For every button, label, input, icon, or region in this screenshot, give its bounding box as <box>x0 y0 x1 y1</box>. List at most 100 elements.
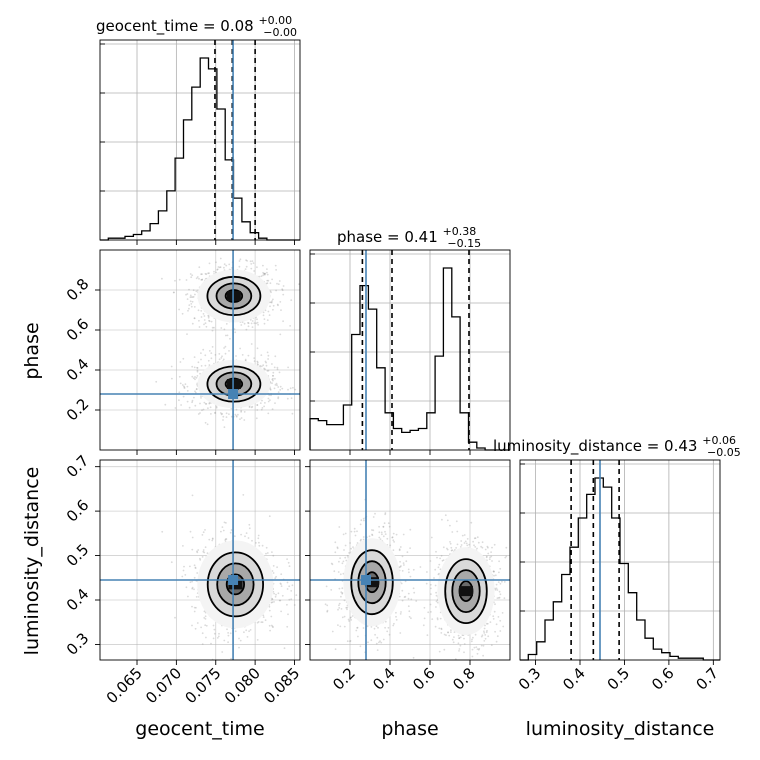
ytick-label-phase: 0.4 <box>63 355 93 385</box>
sample-point <box>256 360 259 363</box>
sample-point <box>412 568 415 571</box>
sample-point <box>256 621 259 624</box>
sample-point <box>271 625 274 628</box>
sample-point <box>392 549 395 552</box>
sample-point <box>161 530 164 533</box>
sample-point <box>326 609 329 612</box>
sample-point <box>256 266 258 269</box>
sample-point <box>277 386 280 388</box>
sample-point <box>223 347 226 349</box>
sample-point <box>450 549 453 552</box>
sample-point <box>266 273 269 276</box>
truth-marker <box>361 575 371 585</box>
sample-point <box>215 261 217 264</box>
sample-point <box>208 262 211 265</box>
sample-point <box>372 529 375 532</box>
sample-point <box>387 522 390 525</box>
sample-point <box>430 587 432 590</box>
sample-point <box>272 554 275 557</box>
sample-point <box>237 660 239 662</box>
sample-point <box>263 405 265 408</box>
histogram-geocent_time <box>100 57 300 241</box>
sample-point <box>384 533 387 535</box>
sample-point <box>487 546 489 549</box>
sample-point <box>273 387 276 390</box>
xtick-label-luminosity_distance: 0.6 <box>648 664 678 694</box>
sample-point <box>179 361 182 363</box>
sample-point <box>202 549 205 551</box>
sample-point <box>267 400 270 403</box>
sample-point <box>198 326 201 328</box>
sample-point <box>178 278 181 281</box>
sample-point <box>377 626 379 629</box>
sample-point <box>341 592 344 594</box>
sample-point <box>409 547 411 549</box>
sample-point <box>392 539 395 542</box>
sample-point <box>393 622 395 625</box>
sample-point <box>208 350 211 352</box>
sample-point <box>188 406 191 409</box>
sample-point <box>295 594 298 596</box>
sample-point <box>201 556 204 558</box>
sample-point <box>455 547 457 549</box>
sample-point <box>241 354 244 356</box>
sample-point <box>265 364 268 367</box>
sample-point <box>248 662 250 664</box>
sample-point <box>482 644 485 647</box>
sample-point <box>186 333 188 335</box>
sample-point <box>251 539 253 542</box>
sample-point <box>263 367 265 370</box>
sample-point <box>275 269 277 271</box>
sample-point <box>211 537 214 540</box>
xlabel-phase: phase <box>381 718 438 740</box>
sample-point <box>436 601 439 604</box>
sample-point <box>387 626 390 629</box>
xtick-label-phase: 0.2 <box>329 664 359 694</box>
sample-point <box>272 374 274 377</box>
sample-point <box>466 538 469 540</box>
sample-point <box>471 638 473 641</box>
contour-line <box>215 282 253 310</box>
sample-point <box>341 562 344 565</box>
sample-point <box>344 556 347 559</box>
sample-point <box>282 320 284 323</box>
sample-point <box>267 354 270 357</box>
sample-point <box>422 624 425 627</box>
sample-point <box>211 539 214 542</box>
ytick-label-luminosity_distance: 0.4 <box>63 585 93 615</box>
sample-point <box>203 319 206 321</box>
sample-point <box>205 624 208 627</box>
sample-point <box>395 615 397 618</box>
sample-point <box>202 531 205 534</box>
sample-point <box>171 377 173 380</box>
sample-point <box>334 541 337 544</box>
sample-point <box>455 520 458 523</box>
sample-point <box>258 544 261 547</box>
sample-point <box>205 636 207 639</box>
sample-point <box>439 617 442 620</box>
sample-point <box>251 326 254 328</box>
sample-point <box>306 609 308 611</box>
sample-point <box>201 278 204 281</box>
sample-point <box>261 399 263 402</box>
sample-point <box>186 390 189 392</box>
sample-point <box>172 291 175 294</box>
sample-point <box>265 552 267 555</box>
sample-point <box>489 556 491 559</box>
sample-point <box>184 383 187 386</box>
sample-point <box>244 268 247 270</box>
sample-point <box>193 576 196 579</box>
sample-point <box>234 413 237 416</box>
sample-point <box>497 597 500 599</box>
sample-point <box>270 615 273 618</box>
sample-point <box>340 591 343 593</box>
sample-point <box>271 300 273 302</box>
sample-point <box>349 617 352 619</box>
sample-point <box>298 283 300 285</box>
sample-point <box>203 617 206 619</box>
sample-point <box>239 418 241 420</box>
sample-point <box>247 537 250 539</box>
sample-point <box>189 581 192 584</box>
sample-point <box>463 534 466 536</box>
